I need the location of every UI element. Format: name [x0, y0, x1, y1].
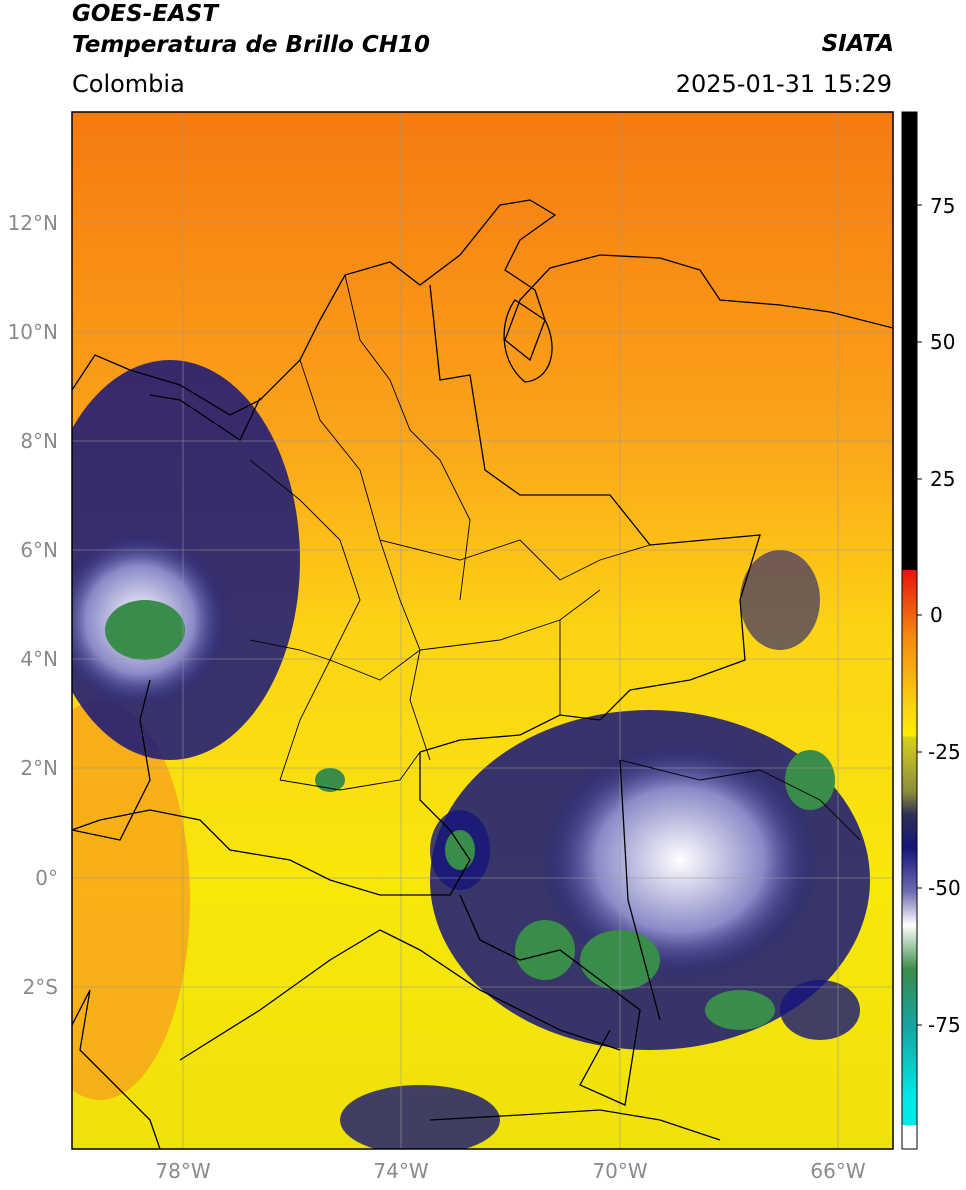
lon-label: 74°W: [373, 1159, 428, 1183]
map-frame: [71, 111, 894, 1150]
latitude-labels: 12°N 10°N 8°N 6°N 4°N 2°N 0° 2°S: [8, 211, 58, 999]
lat-label: 12°N: [8, 211, 58, 235]
lat-label: 2°N: [20, 756, 58, 780]
lat-label: 4°N: [20, 647, 58, 671]
colorbar-tick: -25: [928, 740, 961, 764]
lat-label: 10°N: [8, 320, 58, 344]
colorbar-white-segment: [902, 1125, 917, 1149]
graticule: [72, 112, 893, 1149]
lon-label: 66°W: [810, 1159, 865, 1183]
region-label: Colombia: [72, 70, 185, 98]
product-title: Temperatura de Brillo CH10: [72, 32, 430, 58]
brightness-temperature-field: [72, 112, 893, 1149]
colorbar-gradient: [902, 570, 917, 1125]
colorbar-tick: -50: [928, 876, 961, 900]
colorbar-tick: 0: [930, 603, 943, 627]
colorbar-tick: -75: [928, 1013, 961, 1037]
colorbar: 75 50 25 0 -25 -50 -75: [901, 111, 961, 1150]
longitude-labels: 78°W 74°W 70°W 66°W: [155, 1159, 865, 1183]
colorbar-tick: 50: [930, 330, 955, 354]
lat-label: 8°N: [20, 429, 58, 453]
colorbar-tick: 25: [930, 467, 955, 491]
lon-label: 78°W: [155, 1159, 210, 1183]
department-boundaries: [249, 274, 861, 841]
colorbar-tick: 75: [930, 194, 955, 218]
lon-label: 70°W: [592, 1159, 647, 1183]
datetime-label: 2025-01-31 15:29: [675, 70, 892, 98]
source-label: SIATA: [821, 31, 894, 57]
colorbar-black-segment: [902, 112, 917, 570]
lat-label: 0°: [35, 866, 58, 890]
country-boundaries: [72, 199, 893, 1149]
lat-label: 2°S: [23, 975, 58, 999]
lat-label: 6°N: [20, 538, 58, 562]
satellite-title: GOES-EAST: [72, 1, 219, 27]
